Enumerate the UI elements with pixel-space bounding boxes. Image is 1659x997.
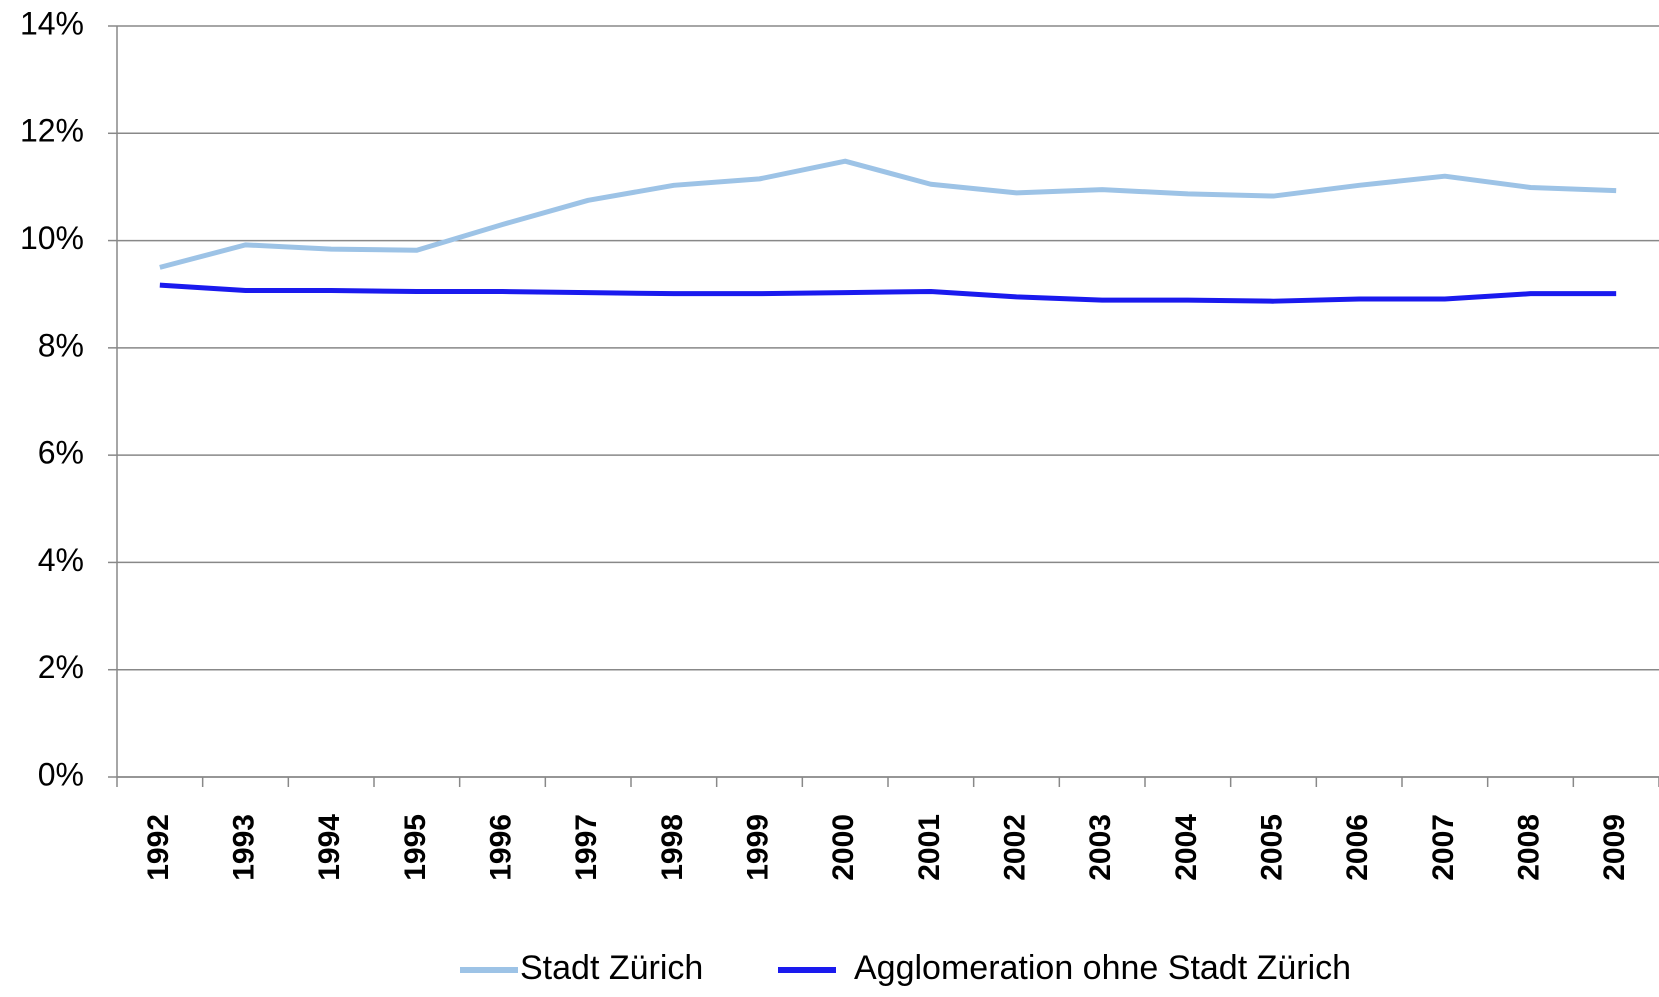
y-tick-label: 2% xyxy=(38,649,84,685)
x-tick-label: 1992 xyxy=(142,814,175,881)
x-tick-label: 2006 xyxy=(1341,814,1374,881)
line-series xyxy=(159,282,1617,304)
y-tick-label: 6% xyxy=(38,435,84,471)
y-tick-label: 10% xyxy=(20,220,84,256)
x-tick-label: 1997 xyxy=(570,814,603,881)
x-tick-label: 1995 xyxy=(399,814,432,881)
x-tick-label: 2000 xyxy=(827,814,860,881)
x-tick-label: 2004 xyxy=(1170,814,1203,881)
y-tick-label: 14% xyxy=(20,5,84,41)
x-tick-label: 1998 xyxy=(656,814,689,881)
x-tick-label: 2001 xyxy=(913,814,946,881)
legend: Stadt Zürich Agglomeration ohne Stadt Zür… xyxy=(460,949,1351,987)
y-tick-label: 12% xyxy=(20,113,84,149)
x-tick-label: 2007 xyxy=(1427,814,1460,881)
line-series xyxy=(159,158,1617,270)
x-tick-label: 1996 xyxy=(484,814,517,881)
x-tick-label: 1999 xyxy=(741,814,774,881)
x-tick-label: 2009 xyxy=(1598,814,1631,881)
x-tick-label: 1994 xyxy=(313,814,346,881)
y-tick-label: 4% xyxy=(38,542,84,578)
x-tick-label: 2003 xyxy=(1084,814,1117,881)
x-tick-label: 2005 xyxy=(1255,814,1288,881)
x-tick-label: 2008 xyxy=(1512,814,1545,881)
legend-label: Stadt Zürich xyxy=(520,949,703,987)
x-tick-label: 2002 xyxy=(998,814,1031,881)
y-tick-label: 0% xyxy=(38,756,84,792)
legend-label: Agglomeration ohne Stadt Zürich xyxy=(854,949,1351,987)
y-tick-label: 8% xyxy=(38,327,84,363)
x-tick-label: 1993 xyxy=(227,814,260,881)
